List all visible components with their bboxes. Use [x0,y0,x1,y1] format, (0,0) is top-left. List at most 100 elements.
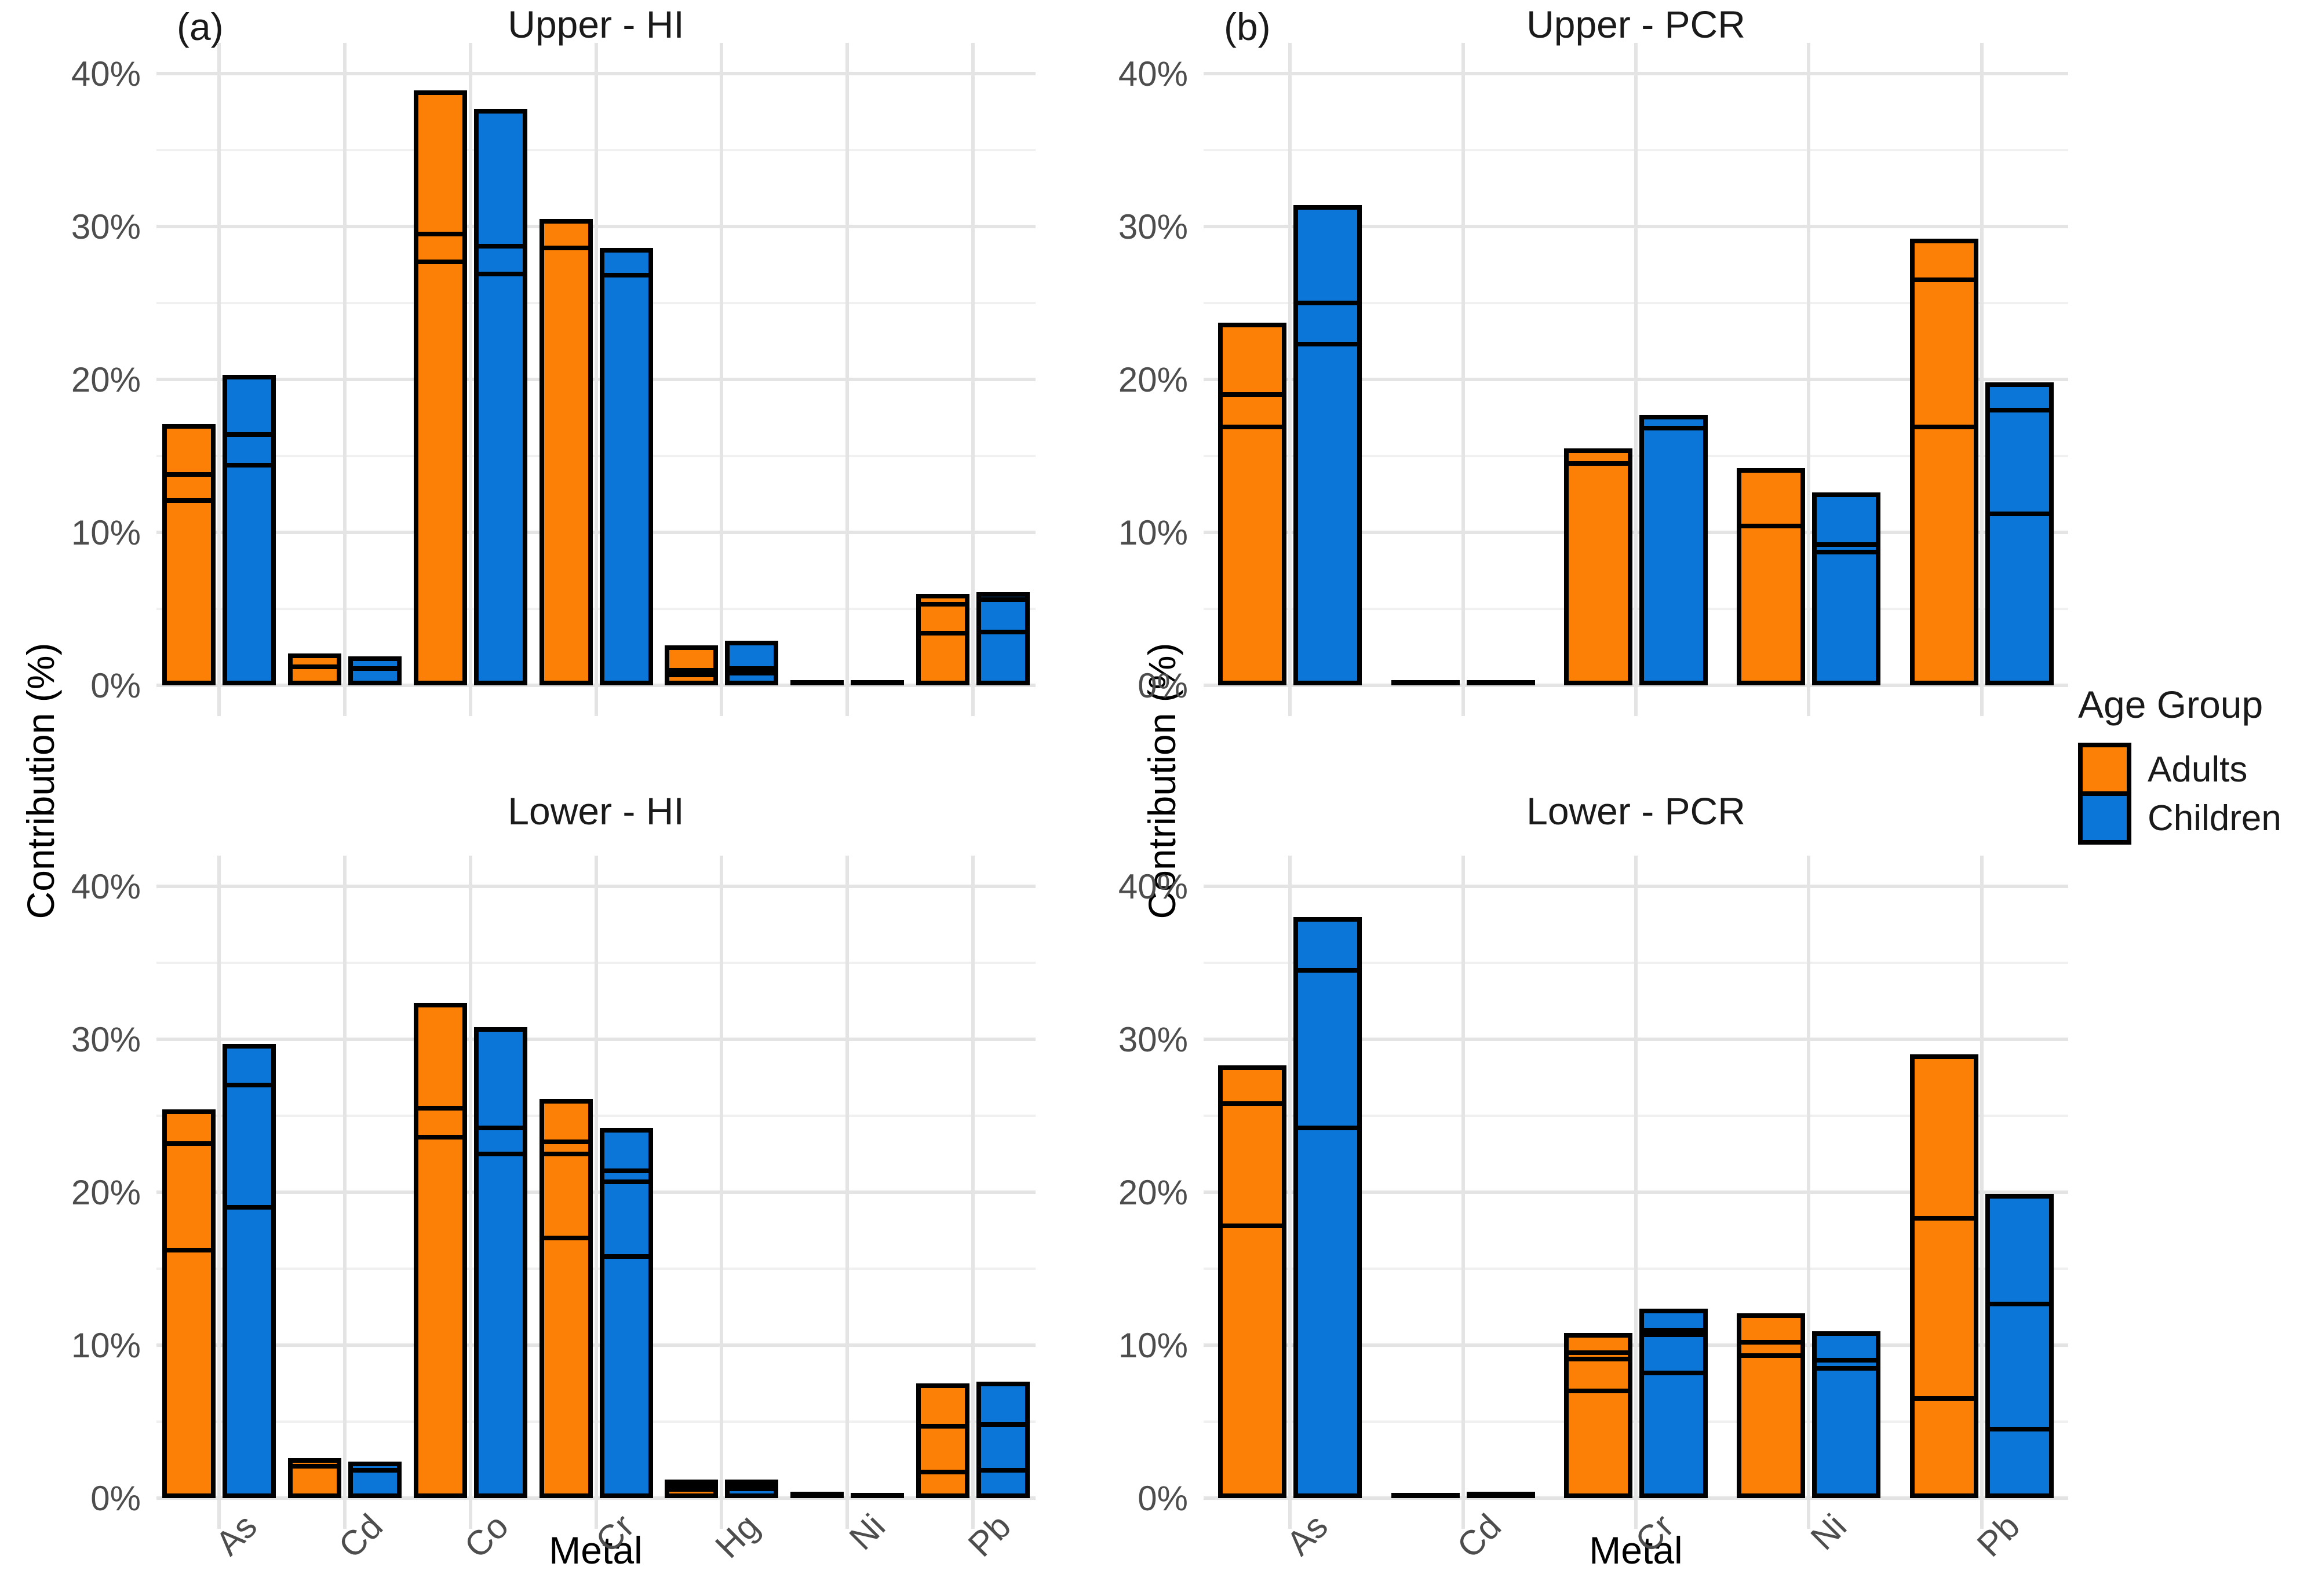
gridline-vertical [1288,856,1292,1529]
bar-segment-line [665,672,719,677]
bar-children-Ni [1812,492,1881,685]
bar-segment-line [1737,1339,1806,1345]
bar-adults-Cd [1391,680,1460,685]
bar-segment-line [288,1463,342,1469]
bar-segment-line [539,1236,593,1241]
bar-segment-line [1909,1215,1978,1221]
bar-segment-line [473,1126,527,1131]
gridline-vertical [1461,43,1465,716]
bar-segment-line [725,1482,779,1488]
bar-segment-line [976,629,1030,634]
bar-segment-line [665,1487,719,1492]
bar-segment-line [413,259,467,264]
legend-label: Children [2148,798,2281,838]
bar-children-As [223,375,276,685]
gridline-vertical [1461,856,1465,1529]
gridline-vertical [217,43,221,716]
bar-adults-Ni [790,680,844,685]
bar-segment-line [1812,1365,1881,1371]
bar-segment-line [1564,1389,1632,1394]
y-tick-label: 0% [90,666,141,705]
y-tick-label: 10% [1118,513,1188,552]
panel-title: Upper - HI [508,3,684,46]
bar-adults-Pb [916,1383,969,1498]
bar-segment-line [1293,301,1362,305]
bar-segment-line [348,1468,402,1473]
bar-segment-line [1293,1126,1362,1131]
bar-segment-line [1293,968,1362,973]
bar-segment-line [1218,1101,1287,1106]
bar-children-Cr [1639,414,1708,685]
bar-segment-line [1909,1396,1978,1401]
bar-segment-line [599,1254,653,1259]
bar-children-Cd [1466,680,1535,685]
y-tick-label: 0% [90,1479,141,1518]
bar-segment-line [599,273,653,278]
bar-segment-line [665,1483,719,1488]
gridline-vertical [217,856,221,1529]
bar-children-Hg [725,641,779,685]
bar-segment-line [1218,392,1287,397]
bar-segment-line [976,597,1030,602]
legend-label: Adults [2148,749,2248,790]
bar-segment-line [223,462,276,468]
bar-adults-Cr [1564,448,1632,685]
bar-segment-line [1639,426,1708,431]
bar-adults-Pb [916,593,969,685]
y-tick-label: 40% [71,54,141,93]
bar-segment-line [1985,407,2054,412]
gridline-vertical [845,856,849,1529]
bar-children-Cd [348,1461,402,1498]
bar-segment-line [1812,1358,1881,1363]
bar-segment-line [1737,524,1806,529]
bar-segment-line [223,432,276,437]
bar-segment-line [916,1423,969,1429]
y-tick-label: 30% [1118,207,1188,246]
legend: Age Group Adults Children [2078,682,2310,845]
bar-segment-line [976,1422,1030,1427]
bar-children-Cr [599,1128,653,1498]
bar-adults-As [162,423,216,685]
y-tick-label: 20% [71,360,141,399]
gridline-vertical [1634,43,1638,716]
bar-children-As [223,1043,276,1498]
bar-segment-line [1985,1427,2054,1432]
bar-adults-As [1218,1065,1287,1498]
bar-segment-line [1639,1370,1708,1375]
bar-segment-line [1639,1332,1708,1337]
bar-segment-line [1218,1224,1287,1229]
bar-segment-line [665,667,719,673]
bar-segment-line [539,1139,593,1144]
x-axis-title-left: Metal [549,1529,643,1572]
bar-segment-line [916,631,969,636]
bar-segment-line [725,1487,779,1492]
bar-segment-line [1564,1356,1632,1361]
gridline-vertical [845,43,849,716]
bar-segment-line [725,670,779,675]
legend-swatch-children [2078,791,2131,845]
bar-segment-line [473,1152,527,1156]
bar-segment-line [599,1179,653,1184]
bar-segment-line [599,1168,653,1174]
y-tick-label: 20% [1118,1173,1188,1212]
bar-segment-line [1909,424,1978,429]
gridline-vertical [720,856,724,1529]
bar-adults-As [1218,323,1287,685]
bar-children-Cd [1466,1492,1535,1498]
bar-segment-line [162,1141,216,1146]
gridline-vertical [594,856,598,1529]
bar-segment-line [162,472,216,477]
y-tick-label: 40% [1118,867,1188,906]
gridline-vertical [720,43,724,716]
bar-children-Co [473,1027,527,1498]
bar-adults-Cr [539,1098,593,1498]
bar-adults-Co [413,90,467,685]
bar-adults-Pb [1909,1054,1978,1498]
bar-segment-line [162,498,216,503]
gridline-vertical [468,43,472,716]
bar-segment-line [473,271,527,276]
bar-children-Pb [1985,382,2054,685]
panel-title: Lower - PCR [1526,790,1745,832]
bar-adults-Cr [539,218,593,685]
